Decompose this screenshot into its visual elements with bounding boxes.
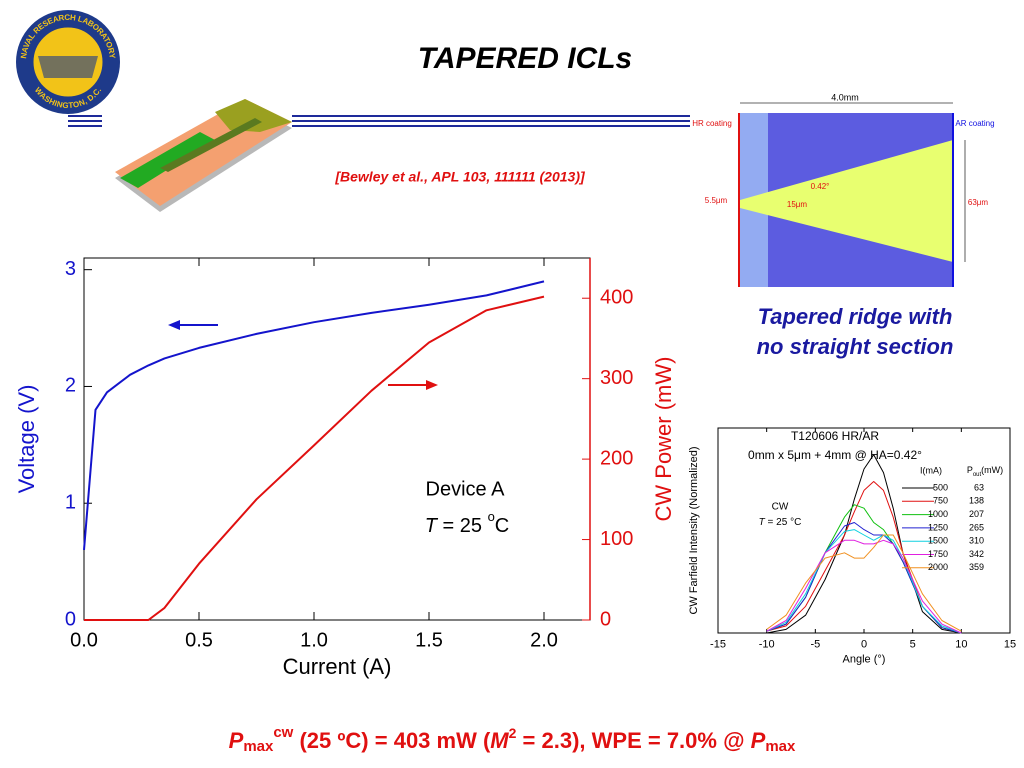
annotation: T = 25 °C xyxy=(759,517,802,528)
footer-part: = 2.3), WPE = 7.0% @ xyxy=(516,728,750,753)
annotation: Device A xyxy=(426,478,506,500)
series-line xyxy=(766,534,962,632)
y2-tick-label: 100 xyxy=(600,528,633,550)
y-tick-label: 1 xyxy=(65,492,76,514)
annotation-part: T xyxy=(425,515,439,537)
x-axis-label: Current (A) xyxy=(283,654,392,679)
x-tick-label: 1.0 xyxy=(300,629,328,651)
x-tick-label: 0 xyxy=(861,638,867,650)
footer-part: cw xyxy=(273,724,293,741)
legend-value: 63 xyxy=(974,482,984,492)
legend-value: 342 xyxy=(969,549,984,559)
legend-header-part: out xyxy=(973,472,982,478)
y-axis-label: Voltage (V) xyxy=(14,385,39,494)
title: TAPERED ICLs xyxy=(418,42,632,75)
x-tick-label: 5 xyxy=(910,638,916,650)
legend-label: 750 xyxy=(933,496,948,506)
footer-part: (25 ºC) = 403 mW ( xyxy=(293,728,491,753)
legend-label: 1500 xyxy=(928,536,948,546)
x-tick-label: -10 xyxy=(759,638,775,650)
y-tick-label: 3 xyxy=(65,258,76,280)
y2-axis-label: CW Power (mW) xyxy=(651,357,676,522)
device-image xyxy=(115,99,292,212)
divider xyxy=(68,115,690,127)
diagram-label: 4.0mm xyxy=(831,92,859,102)
annotation: CW xyxy=(772,502,789,513)
diagram-label: 5.5μm xyxy=(705,196,728,205)
footer-part: 2 xyxy=(509,725,517,741)
chart-subtitle: 0mm x 5μm + 4mm @ HA=0.42° xyxy=(748,448,922,462)
legend-value: 265 xyxy=(969,522,984,532)
caption: no straight section xyxy=(757,334,954,359)
taper-diagram: 4.0mm HR coating AR coating 5.5μm 0.42° … xyxy=(692,92,995,287)
diagram-label: 15μm xyxy=(787,200,808,209)
annotation-part: C xyxy=(495,515,509,537)
chart-title: T120606 HR/AR xyxy=(791,429,879,443)
series-line xyxy=(84,295,545,621)
y2-tick-label: 300 xyxy=(600,367,633,389)
footer: Pmaxcw (25 ºC) = 403 mW (M2 = 2.3), WPE … xyxy=(229,724,796,755)
footer-part: M xyxy=(490,728,509,753)
annotation-part: = 25 xyxy=(437,515,488,537)
y2-tick-label: 200 xyxy=(600,447,633,469)
y-tick-label: 0 xyxy=(65,608,76,630)
diagram-label: HR coating xyxy=(692,119,732,128)
legend-value: 359 xyxy=(969,562,984,572)
legend-value: 138 xyxy=(969,496,984,506)
x-tick-label: 10 xyxy=(955,638,967,650)
footer-part: max xyxy=(765,738,796,755)
logo: NAVAL RESEARCH LABORATORY WASHINGTON, D.… xyxy=(16,10,120,114)
x-tick-label: 15 xyxy=(1004,638,1016,650)
footer-part: max xyxy=(243,738,274,755)
arrows xyxy=(168,320,438,390)
series-line xyxy=(766,454,962,634)
legend-header-part: (mW) xyxy=(981,465,1003,475)
legend-value: 310 xyxy=(969,536,984,546)
y-tick-label: 2 xyxy=(65,375,76,397)
series-line xyxy=(766,539,962,634)
series-line xyxy=(766,529,962,634)
footer-part: P xyxy=(229,728,244,753)
diagram-label: AR coating xyxy=(955,119,994,128)
y2-tick-label: 400 xyxy=(600,287,633,309)
legend-label: 1750 xyxy=(928,549,948,559)
legend-header: I(mA) xyxy=(920,465,942,475)
y-axis-label: CW Farfield Intensity (Normalized) xyxy=(688,446,700,614)
series-line xyxy=(83,280,545,550)
diagram-label: 63μm xyxy=(968,198,989,207)
x-tick-label: 1.5 xyxy=(415,629,443,651)
plot-frame xyxy=(83,257,591,621)
citation: [Bewley et al., APL 103, 111111 (2013)] xyxy=(334,169,586,185)
legend-label: 500 xyxy=(933,482,948,492)
footer-part: P xyxy=(751,728,766,753)
x-tick-label: -5 xyxy=(810,638,820,650)
legend-value: 207 xyxy=(969,509,984,519)
legend-label: 1000 xyxy=(928,509,948,519)
x-tick-label: 2.0 xyxy=(530,629,558,651)
x-tick-label: 0.0 xyxy=(70,629,98,651)
legend-header-part: P xyxy=(967,465,973,475)
x-tick-label: 0.5 xyxy=(185,629,213,651)
legend-label: 1250 xyxy=(928,522,948,532)
legend-header: Pout(mW) xyxy=(967,465,1003,477)
annotation-part: = 25 °C xyxy=(765,517,802,528)
x-axis-label: Angle (°) xyxy=(843,653,886,665)
y2-tick-label: 0 xyxy=(600,608,611,630)
annotation: T = 25 oC xyxy=(425,509,510,537)
diagram-label: 0.42° xyxy=(811,182,830,191)
x-tick-label: -15 xyxy=(710,638,726,650)
annotation-part: o xyxy=(488,509,495,524)
annotation-part: T xyxy=(759,517,766,528)
caption: Tapered ridge with xyxy=(758,304,953,329)
legend-label: 2000 xyxy=(928,562,948,572)
logo-shield xyxy=(38,56,98,78)
